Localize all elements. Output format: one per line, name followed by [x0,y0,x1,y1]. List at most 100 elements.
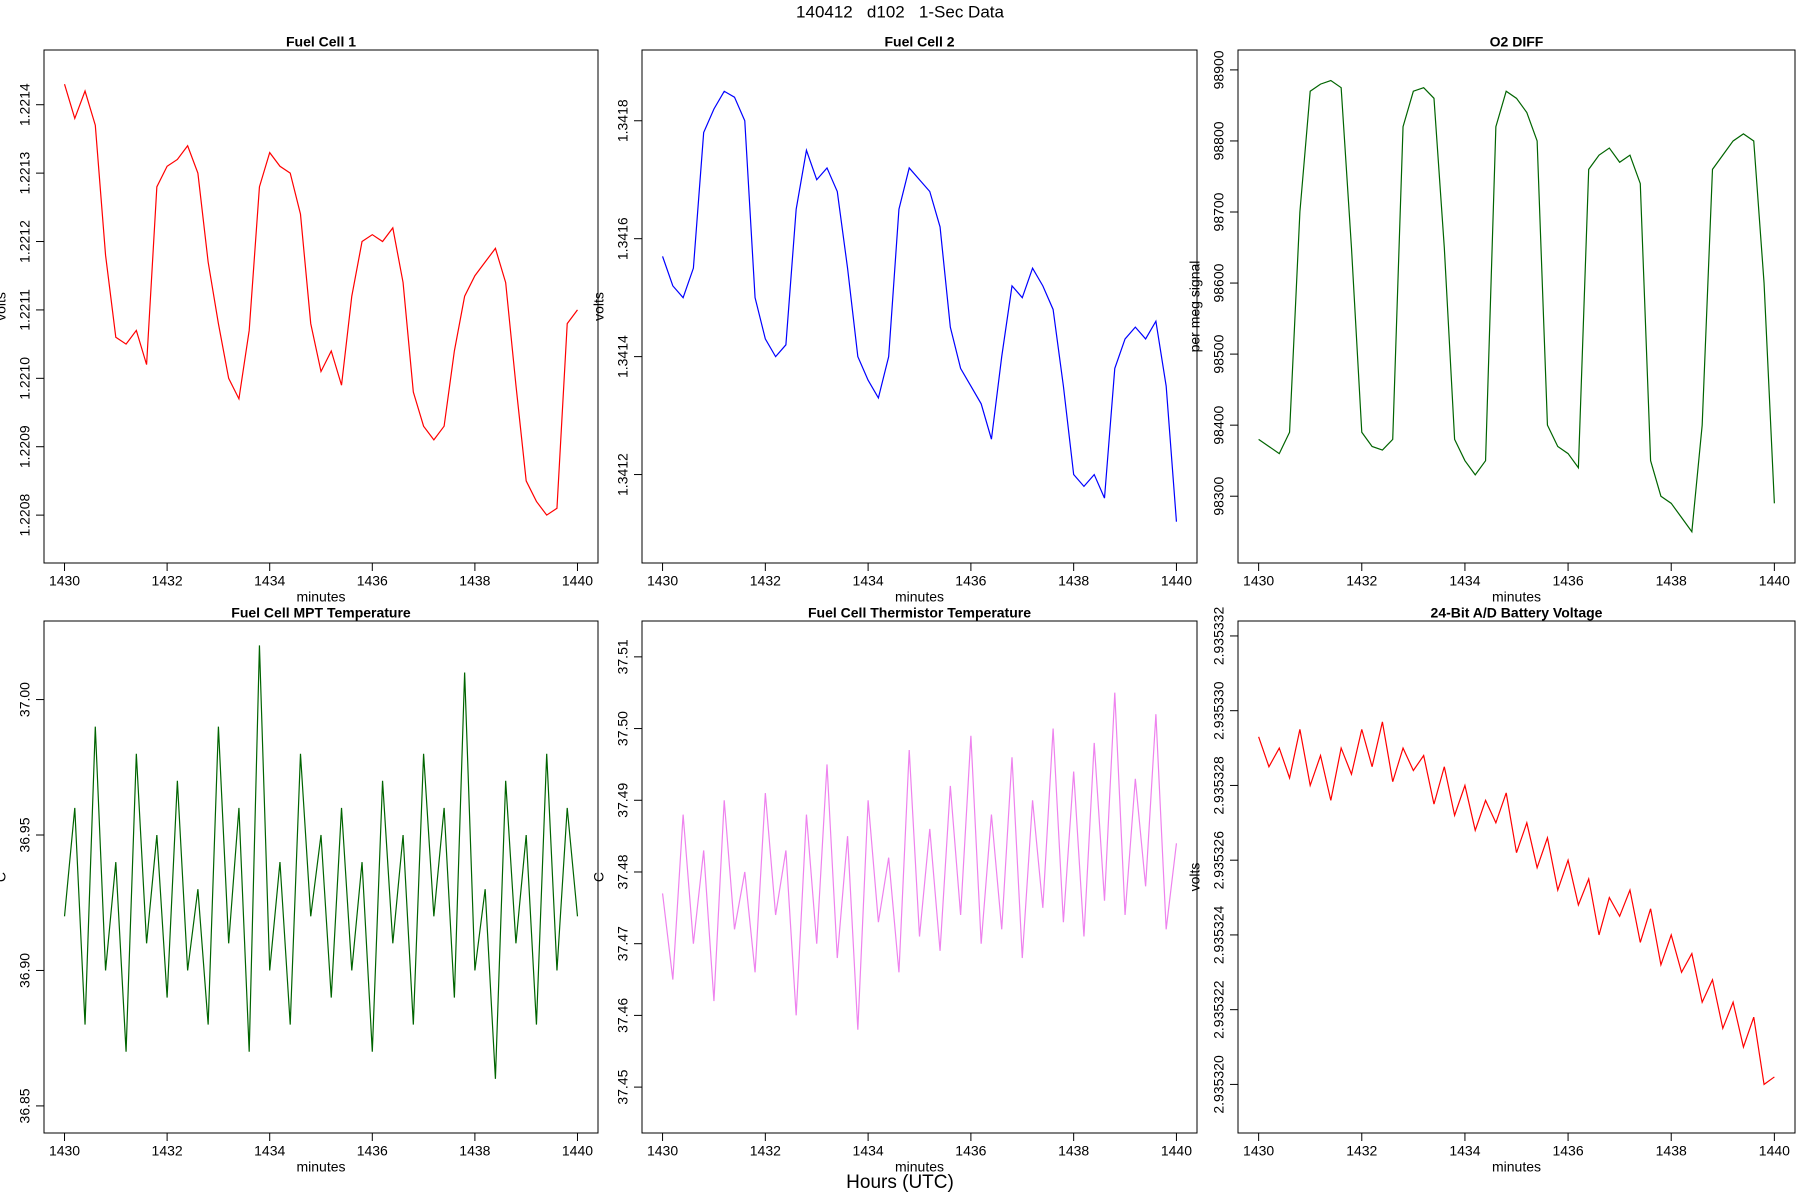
data-line [1258,721,1775,1086]
y-tick-label: 2.935326 [1211,831,1227,890]
x-tick-label: 1430 [647,573,678,589]
y-axis-label: per meg signal [1187,261,1203,353]
y-tick-label: 37.49 [615,783,631,818]
x-tick-label: 1440 [1161,1143,1192,1159]
x-tick-label: 1436 [1552,573,1583,589]
x-tick-label: 1438 [1656,573,1687,589]
x-tick-label: 1432 [750,1143,781,1159]
x-axis-label: minutes [895,589,944,605]
y-tick-label: 98400 [1211,405,1227,444]
y-tick-label: 98600 [1211,263,1227,302]
y-tick-label: 1.2214 [17,83,33,126]
y-tick-label: 37.48 [615,854,631,889]
y-tick-label: 37.47 [615,926,631,961]
y-axis-label: volts [0,292,9,321]
plot-frame [1237,620,1796,1134]
y-tick-label: 1.3414 [615,335,631,378]
x-tick-label: 1438 [1656,1143,1687,1159]
y-tick-label: 2.935322 [1211,980,1227,1039]
x-tick-label: 1430 [49,573,80,589]
x-tick-label: 1436 [357,573,388,589]
y-axis-label: volts [1187,863,1203,892]
y-axis-label: volts [591,292,607,321]
y-tick-label: 98500 [1211,334,1227,373]
y-tick-label: 36.90 [17,953,33,988]
data-line [661,692,1178,1030]
panel: Fuel Cell 2 minutes volts 1430 1432 1434 1436 1… [591,34,1198,605]
plot-frame [641,49,1198,564]
x-tick-label: 1434 [1449,573,1480,589]
y-tick-label: 1.2211 [17,289,33,331]
x-tick-label: 1438 [1058,573,1089,589]
x-tick-label: 1432 [152,573,183,589]
panel-title: Fuel Cell Thermistor Temperature [808,605,1031,621]
y-tick-label: 2.935324 [1211,906,1227,965]
y-axis-label: C [0,872,9,882]
x-tick-label: 1440 [1759,573,1790,589]
x-tick-label: 1440 [562,573,593,589]
x-tick-label: 1440 [1759,1143,1790,1159]
data-line [63,84,578,516]
x-tick-label: 1430 [1243,573,1274,589]
plot-frame [43,49,599,564]
y-tick-label: 37.00 [17,682,33,717]
x-tick-label: 1432 [750,573,781,589]
x-tick-label: 1434 [254,1143,285,1159]
y-tick-label: 2.935330 [1211,681,1227,740]
x-tick-label: 1430 [49,1143,80,1159]
y-tick-label: 37.45 [615,1069,631,1104]
y-tick-label: 98300 [1211,477,1227,516]
x-tick-label: 1436 [955,1143,986,1159]
y-tick-label: 1.2210 [17,357,33,400]
x-tick-label: 1438 [459,573,490,589]
y-tick-label: 1.3412 [615,453,631,496]
panel-title: Fuel Cell 1 [286,34,356,50]
plot-frame [1237,49,1796,564]
y-tick-label: 2.935332 [1211,607,1227,666]
y-tick-label: 98800 [1211,121,1227,160]
data-line [1258,79,1775,534]
plot-frame [43,620,599,1134]
x-tick-label: 1440 [562,1143,593,1159]
x-tick-label: 1432 [152,1143,183,1159]
x-tick-label: 1436 [955,573,986,589]
panel-title: 24-Bit A/D Battery Voltage [1431,605,1603,621]
x-tick-label: 1436 [357,1143,388,1159]
y-tick-label: 1.2209 [17,425,33,468]
data-line [661,90,1178,522]
x-tick-label: 1434 [853,1143,884,1159]
y-tick-label: 1.2212 [17,220,33,263]
y-tick-label: 36.85 [17,1088,33,1123]
x-tick-label: 1432 [1346,573,1377,589]
y-tick-label: 36.95 [17,817,33,852]
panel-title: Fuel Cell MPT Temperature [231,605,411,621]
x-tick-label: 1430 [647,1143,678,1159]
y-tick-label: 37.51 [615,639,631,674]
x-tick-label: 1436 [1552,1143,1583,1159]
data-line [63,645,579,1079]
panel-title: O2 DIFF [1490,34,1544,50]
x-tick-label: 1432 [1346,1143,1377,1159]
y-tick-label: 1.2208 [17,493,33,536]
x-tick-label: 1430 [1243,1143,1274,1159]
y-axis-label: C [591,872,607,882]
figure-x-label: Hours (UTC) [846,1172,954,1193]
x-axis-label: minutes [1492,1159,1541,1175]
y-tick-label: 98900 [1211,50,1227,89]
x-tick-label: 1434 [853,573,884,589]
y-tick-label: 98700 [1211,192,1227,231]
y-tick-label: 2.935320 [1211,1055,1227,1114]
panel: Fuel Cell 1 minutes volts 1430 1432 1434 1436 1… [0,34,599,605]
panel: Fuel Cell Thermistor Temperature minutes C… [591,605,1198,1175]
y-tick-label: 1.2213 [17,151,33,194]
y-tick-label: 37.50 [615,711,631,746]
x-tick-label: 1434 [1449,1143,1480,1159]
panel: 24-Bit A/D Battery Voltage minutes volts 14… [1187,605,1796,1175]
x-tick-label: 1440 [1161,573,1192,589]
plot-frame [641,620,1198,1134]
x-axis-label: minutes [1492,589,1541,605]
x-tick-label: 1438 [1058,1143,1089,1159]
x-tick-label: 1434 [254,573,285,589]
x-tick-label: 1438 [459,1143,490,1159]
